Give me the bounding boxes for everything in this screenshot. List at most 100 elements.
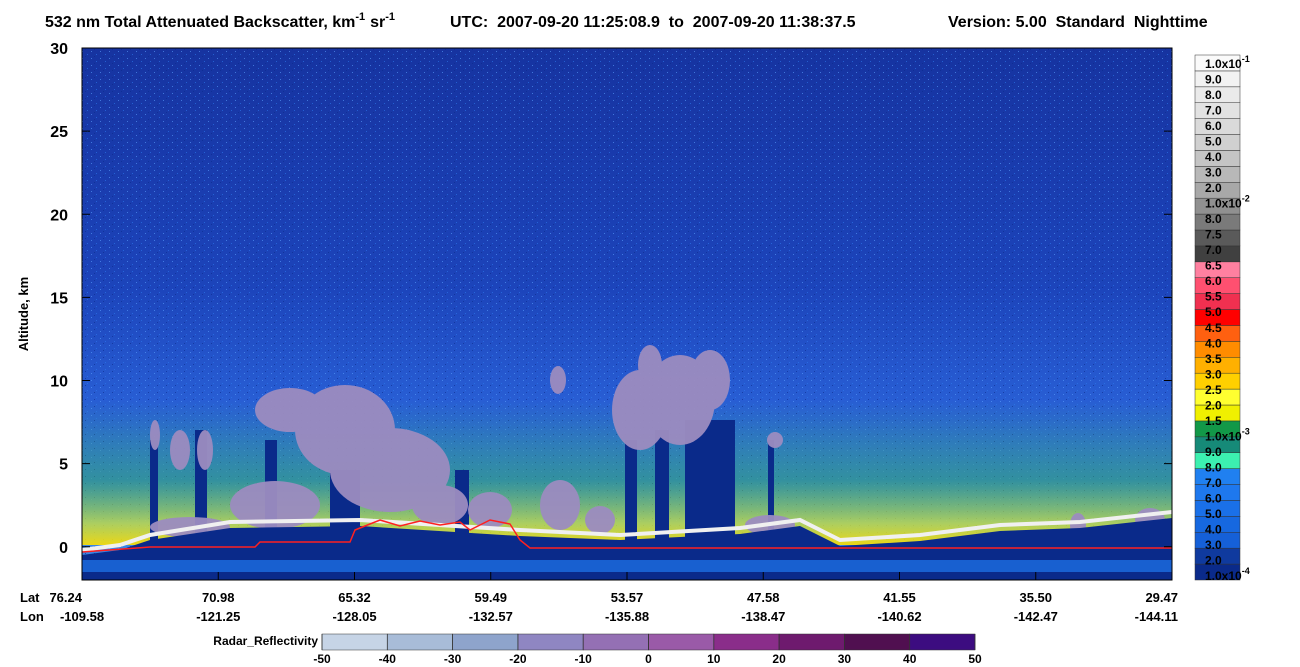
x-tick-label: -121.25 bbox=[196, 609, 240, 624]
x-tick-label: 29.47 bbox=[1145, 590, 1178, 605]
colorbar-label: 4.0 bbox=[1205, 522, 1222, 536]
colorbar-label: 4.0 bbox=[1205, 150, 1222, 164]
radar-tick-label: 10 bbox=[707, 652, 721, 666]
y-tick-label: 5 bbox=[59, 457, 68, 474]
colorbar-label: 5.0 bbox=[1205, 135, 1222, 149]
x-tick-label: -132.57 bbox=[469, 609, 513, 624]
radar-swatch bbox=[387, 633, 453, 651]
colorbar-swatch bbox=[1194, 54, 1241, 72]
colorbar-label: 8.0 bbox=[1205, 88, 1222, 102]
colorbar-label: 2.0 bbox=[1205, 553, 1222, 567]
clouds bbox=[150, 345, 1165, 537]
colorbar-label: 4.0 bbox=[1205, 336, 1222, 350]
colorbar-label: 1.0x10-4 bbox=[1205, 566, 1250, 583]
colorbar-label-text: 1.0x10 bbox=[1205, 197, 1242, 211]
colorbar-label: 1.0x10-3 bbox=[1205, 426, 1250, 443]
x-tick-label: 47.58 bbox=[747, 590, 780, 605]
colorbar-label: 6.0 bbox=[1205, 119, 1222, 133]
y-tick-label: 20 bbox=[50, 207, 68, 224]
radar-swatch bbox=[778, 633, 845, 651]
x-tick-label: -128.05 bbox=[332, 609, 376, 624]
colorbar-label: 7.0 bbox=[1205, 104, 1222, 118]
x-tick-label: 65.32 bbox=[338, 590, 371, 605]
colorbar-label: 6.0 bbox=[1205, 274, 1222, 288]
radar-swatch bbox=[844, 633, 910, 651]
radar-swatch bbox=[517, 633, 584, 651]
radar-swatch bbox=[648, 633, 715, 651]
colorbar-label: 7.0 bbox=[1205, 243, 1222, 257]
radar-tick-label: -20 bbox=[509, 652, 527, 666]
radar-tick-label: 50 bbox=[968, 652, 982, 666]
colorbar-label-sup: -4 bbox=[1242, 566, 1250, 576]
colorbar-label-sup: -3 bbox=[1242, 426, 1250, 436]
radar-tick-label: 20 bbox=[772, 652, 786, 666]
subsurface-band bbox=[82, 560, 1172, 572]
x-tick-label: 70.98 bbox=[202, 590, 235, 605]
backscatter-curtain bbox=[82, 48, 1172, 580]
x-tick-label: -140.62 bbox=[877, 609, 921, 624]
x-tick-label: -138.47 bbox=[741, 609, 785, 624]
title-sup: -1 bbox=[385, 11, 395, 23]
x-tick-label: 53.57 bbox=[611, 590, 644, 605]
y-axis-label: Altitude, km bbox=[16, 277, 31, 351]
x-tick-label: 76.24 bbox=[49, 590, 82, 605]
radar-tick-label: 30 bbox=[838, 652, 852, 666]
utc-range: UTC: 2007-09-20 11:25:08.9 to 2007-09-20… bbox=[450, 14, 856, 31]
radar-swatch bbox=[321, 633, 388, 651]
radar-tick-label: 40 bbox=[903, 652, 917, 666]
x-tick-label: -109.58 bbox=[60, 609, 104, 624]
colorbar-label: 2.5 bbox=[1205, 383, 1222, 397]
surface-return bbox=[82, 510, 1172, 552]
radar-tick-label: 0 bbox=[645, 652, 652, 666]
colorbar-label-sup: -1 bbox=[1242, 54, 1250, 64]
colorbar-label: 9.0 bbox=[1205, 445, 1222, 459]
x-tick-label: 59.49 bbox=[474, 590, 507, 605]
colorbar-label-sup: -2 bbox=[1242, 194, 1250, 204]
x-tick-label: -142.47 bbox=[1014, 609, 1058, 624]
x-row-name: Lon bbox=[20, 609, 44, 624]
y-tick-label: 0 bbox=[59, 540, 68, 557]
colorbar-label: 2.0 bbox=[1205, 398, 1222, 412]
x-row-name: Lat bbox=[20, 590, 40, 605]
radar-swatch bbox=[713, 633, 780, 651]
radar-swatch bbox=[452, 633, 519, 651]
title-text: sr bbox=[370, 14, 385, 31]
colorbar-label: 7.0 bbox=[1205, 476, 1222, 490]
radar-swatch bbox=[582, 633, 649, 651]
colorbar-label: 5.5 bbox=[1205, 290, 1222, 304]
y-tick-label: 30 bbox=[50, 41, 68, 58]
colorbar-label: 7.5 bbox=[1205, 228, 1222, 242]
radar-tick-label: -10 bbox=[575, 652, 593, 666]
radar-tick-label: -50 bbox=[313, 652, 331, 666]
colorbar-label-text: 1.0x10 bbox=[1205, 429, 1242, 443]
radar-tick-label: -40 bbox=[379, 652, 397, 666]
colorbar-label-text: 1.0x10 bbox=[1205, 569, 1242, 583]
radar-colorbar-label: Radar_Reflectivity bbox=[213, 634, 318, 648]
colorbar-label: 6.0 bbox=[1205, 491, 1222, 505]
x-tick-label: 41.55 bbox=[883, 590, 916, 605]
surface-line bbox=[82, 519, 1172, 553]
colorbar-label: 6.5 bbox=[1205, 259, 1222, 273]
colorbar-label: 3.5 bbox=[1205, 352, 1222, 366]
colorbar-label: 8.0 bbox=[1205, 460, 1222, 474]
y-tick-label: 10 bbox=[50, 374, 68, 391]
colorbar-label: 9.0 bbox=[1205, 73, 1222, 87]
colorbar-label: 3.0 bbox=[1205, 538, 1222, 552]
colorbar-label: 5.0 bbox=[1205, 507, 1222, 521]
colorbar-label: 2.0 bbox=[1205, 181, 1222, 195]
title-text: 532 nm Total Attenuated Backscatter, km bbox=[45, 14, 355, 31]
colorbar-label: 8.0 bbox=[1205, 212, 1222, 226]
colorbar-label: 1.0x10-2 bbox=[1205, 194, 1250, 211]
colorbar-label: 1.0x10-1 bbox=[1205, 54, 1250, 71]
colorbar-label: 3.0 bbox=[1205, 166, 1222, 180]
colorbar-label-text: 1.0x10 bbox=[1205, 57, 1242, 71]
x-tick-label: -135.88 bbox=[605, 609, 649, 624]
radar-swatch bbox=[909, 633, 976, 651]
colorbar-label: 5.0 bbox=[1205, 305, 1222, 319]
colorbar-label: 1.5 bbox=[1205, 414, 1222, 428]
colorbar-label: 3.0 bbox=[1205, 367, 1222, 381]
title-sup: -1 bbox=[355, 11, 365, 23]
y-tick-label: 25 bbox=[50, 124, 68, 141]
